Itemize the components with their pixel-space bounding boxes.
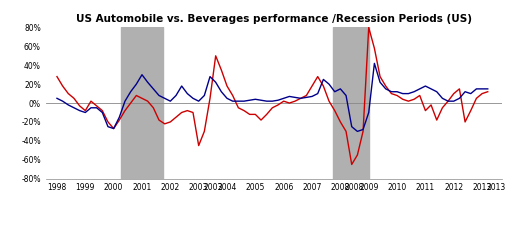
Title: US Automobile vs. Beverages performance /Recession Periods (US): US Automobile vs. Beverages performance … bbox=[76, 14, 472, 24]
Bar bbox=[333, 27, 369, 179]
Bar bbox=[121, 27, 163, 179]
